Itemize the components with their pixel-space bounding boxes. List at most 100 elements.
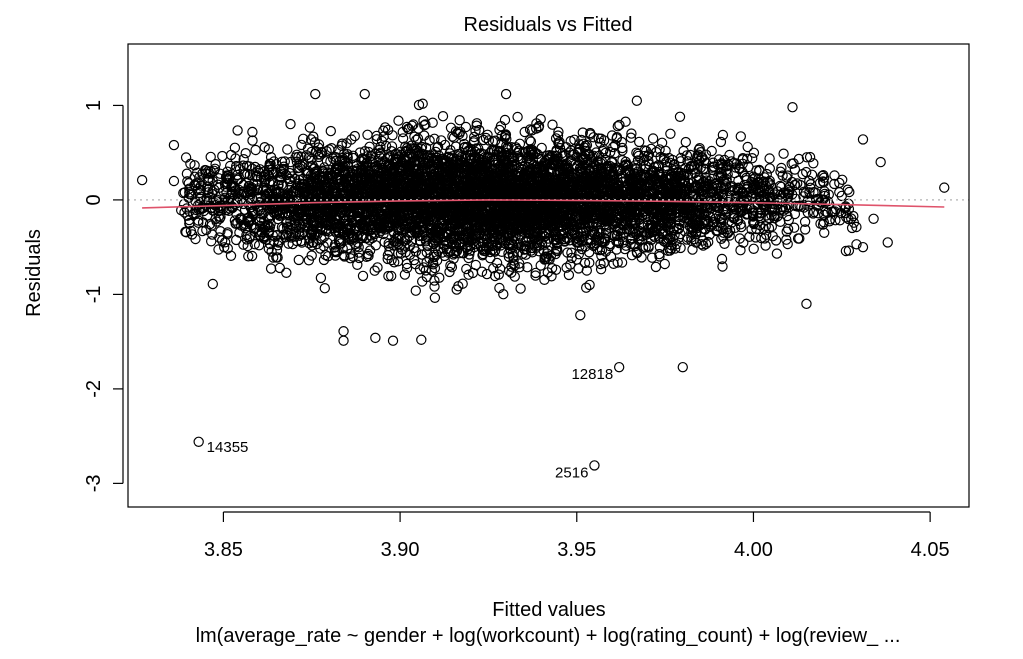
residual-point [428, 259, 439, 270]
residual-point [584, 279, 595, 291]
residual-point [351, 211, 363, 222]
residual-point [301, 150, 312, 161]
residual-point [222, 228, 233, 240]
residual-point [552, 130, 564, 141]
residual-point [595, 258, 606, 270]
residual-point [781, 234, 792, 245]
residual-point [563, 269, 575, 281]
residual-point [715, 136, 727, 148]
residual-point [580, 241, 591, 252]
residual-point [627, 203, 639, 214]
residual-point [293, 151, 304, 163]
residual-point [756, 204, 767, 216]
residual-point [508, 255, 519, 266]
residual-point [754, 164, 765, 176]
residual-point [622, 202, 633, 214]
residual-point [693, 172, 705, 183]
residual-point [804, 151, 816, 163]
residual-point [184, 188, 195, 200]
residual-point [247, 135, 258, 146]
residual-point [848, 210, 859, 222]
residual-point [789, 164, 801, 175]
residual-point [393, 115, 404, 126]
residual-point [459, 138, 470, 150]
residual-point [293, 223, 305, 234]
residual-point [547, 119, 558, 130]
residual-point [401, 262, 413, 274]
residual-point [799, 216, 811, 227]
residual-point [242, 240, 253, 252]
residual-point [819, 227, 830, 238]
residual-point [266, 164, 277, 175]
residual-point [754, 219, 766, 231]
residual-point [345, 253, 356, 264]
residual-point [185, 225, 197, 237]
residual-point [246, 250, 258, 262]
residual-point [230, 234, 242, 246]
residual-point [382, 253, 393, 265]
residual-point [776, 201, 787, 213]
residual-point [234, 163, 246, 175]
residual-point [693, 144, 705, 155]
residual-point [349, 130, 360, 142]
residual-point [190, 233, 201, 245]
residual-point [217, 150, 228, 162]
residual-point [802, 207, 814, 218]
residual-point [846, 222, 858, 234]
residual-point [509, 271, 520, 282]
residual-point [837, 174, 848, 185]
residual-point [399, 269, 411, 280]
residual-point [373, 144, 385, 156]
residual-point [417, 276, 428, 287]
residual-point [429, 292, 441, 303]
residual-point [179, 187, 190, 198]
residual-point [651, 146, 662, 158]
residual-point [272, 208, 283, 219]
residual-point [369, 265, 380, 276]
residual-point [298, 133, 309, 144]
residual-point [250, 144, 261, 156]
residual-point [318, 240, 329, 252]
residual-point [219, 237, 231, 248]
residual-point [724, 230, 735, 241]
residual-point [308, 131, 319, 142]
residual-point [593, 133, 604, 144]
residual-point [325, 155, 336, 167]
residual-point [370, 240, 381, 251]
residual-point [293, 254, 304, 266]
residual-point [461, 263, 472, 275]
residual-point [429, 281, 440, 292]
residual-point [675, 152, 687, 164]
residual-point [424, 253, 435, 264]
residual-point [426, 152, 438, 164]
residual-point [585, 235, 597, 246]
residual-point [501, 140, 512, 152]
residual-point [792, 178, 803, 189]
residual-point [842, 184, 854, 195]
residual-point [782, 210, 793, 222]
residual-point [392, 149, 404, 160]
residual-point [404, 227, 416, 238]
residual-point [693, 149, 704, 160]
residual-point [304, 122, 316, 133]
residual-point [315, 243, 326, 254]
residual-point [647, 133, 659, 144]
residual-point [309, 230, 320, 241]
residual-point [383, 270, 394, 282]
residual-point [506, 261, 517, 272]
residual-point [696, 238, 707, 250]
residual-point [449, 247, 460, 259]
residual-point [561, 141, 572, 153]
residual-point [735, 131, 747, 142]
residual-point [758, 223, 769, 234]
residual-point [625, 238, 636, 250]
residual-point [394, 213, 406, 225]
residual-point [343, 230, 354, 242]
residual-point [737, 166, 748, 178]
residual-point [180, 226, 191, 237]
residual-point [213, 244, 224, 255]
residual-point [705, 221, 716, 232]
residual-point [241, 229, 252, 241]
residual-point [718, 162, 729, 173]
